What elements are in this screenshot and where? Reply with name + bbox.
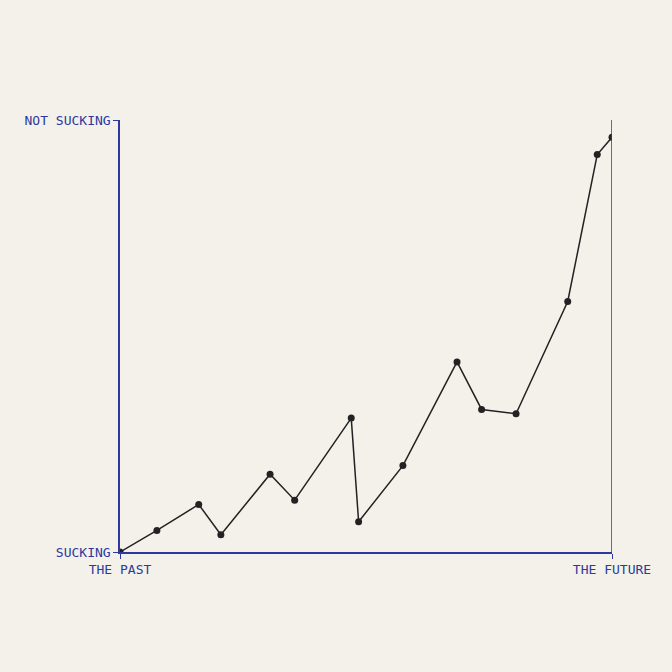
- svg-text:THE FUTURE: THE FUTURE: [573, 562, 651, 577]
- svg-text:SUCKING: SUCKING: [56, 545, 111, 560]
- svg-text:NOT SUCKING: NOT SUCKING: [25, 113, 111, 128]
- svg-text:THE PAST: THE PAST: [89, 562, 152, 577]
